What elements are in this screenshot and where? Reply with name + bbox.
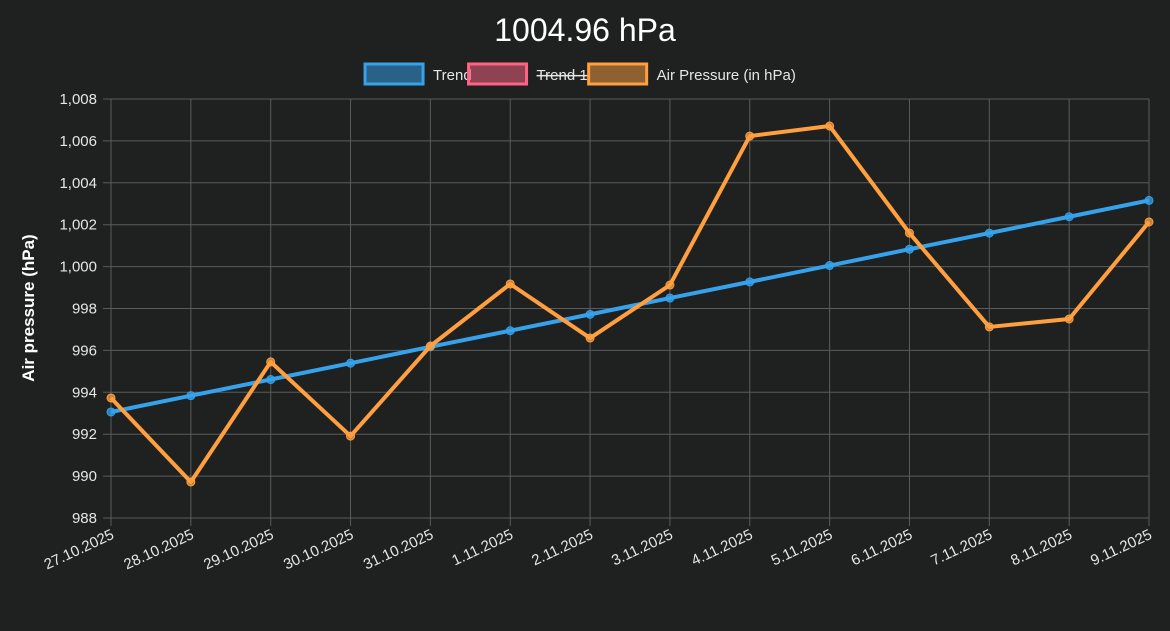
data-point — [984, 228, 994, 238]
legend-label: Trend — [433, 67, 472, 84]
y-tick-label: 1,000 — [59, 259, 97, 276]
legend-label: Trend 1 — [537, 67, 588, 84]
data-point — [904, 228, 914, 238]
y-tick-label: 996 — [72, 342, 97, 359]
x-tick-label: 27.10.2025 — [41, 526, 116, 573]
y-tick-label: 1,006 — [59, 133, 97, 150]
data-point — [585, 309, 595, 319]
chart-title: 1004.96 hPa — [494, 12, 676, 48]
legend-label: Air Pressure (in hPa) — [657, 67, 796, 84]
legend: Trend Trend 1 Air Pressure (in hPa) — [363, 62, 796, 86]
y-axis-label: Air pressure (hPa) — [19, 234, 38, 381]
data-point — [745, 277, 755, 287]
y-tick-label: 988 — [72, 510, 97, 527]
legend-item[interactable]: Air Pressure (in hPa) — [587, 62, 796, 86]
x-tick-label: 30.10.2025 — [281, 526, 356, 573]
y-tick-label: 992 — [72, 426, 97, 443]
data-point — [665, 280, 675, 290]
legend-swatch — [363, 62, 425, 86]
data-point — [825, 121, 835, 131]
data-point — [346, 431, 356, 441]
y-tick-label: 1,004 — [59, 175, 97, 192]
data-point — [585, 333, 595, 343]
data-point — [266, 375, 276, 385]
series — [106, 121, 1154, 487]
x-tick-label: 4.11.2025 — [689, 526, 756, 569]
y-tick-label: 994 — [72, 384, 97, 401]
x-tick-label: 5.11.2025 — [769, 526, 836, 569]
y-tick-label: 998 — [72, 301, 97, 318]
data-point — [346, 358, 356, 368]
x-tick-label: 31.10.2025 — [361, 526, 436, 573]
data-point — [984, 322, 994, 332]
data-point — [1144, 217, 1154, 227]
data-point — [825, 261, 835, 271]
series-trend — [106, 195, 1154, 417]
data-point — [186, 477, 196, 487]
data-point — [1064, 212, 1074, 222]
data-point — [745, 131, 755, 141]
data-point — [1144, 195, 1154, 205]
series-line — [109, 124, 1151, 484]
data-point — [106, 393, 116, 403]
y-axis-ticks: 988 990 992 994 996 998 1,000 1,002 1,004 1,006 1,… — [59, 91, 97, 527]
data-point — [1064, 314, 1074, 324]
x-axis-ticks: 27.10.2025 28.10.2025 29.10.2025 30.10.2025… — [41, 526, 1154, 573]
data-point — [505, 279, 515, 289]
legend-swatch — [587, 62, 649, 86]
x-tick-label: 1.11.2025 — [449, 526, 516, 569]
y-tick-label: 1,008 — [59, 91, 97, 108]
y-tick-label: 1,002 — [59, 217, 97, 234]
legend-item[interactable]: Trend — [363, 62, 472, 86]
series-air-pressure-in-hpa- — [106, 121, 1154, 487]
x-tick-label: 6.11.2025 — [848, 526, 915, 569]
data-point — [186, 391, 196, 401]
data-point — [425, 341, 435, 351]
data-point — [904, 244, 914, 254]
x-tick-label: 29.10.2025 — [201, 526, 276, 573]
legend-swatch — [467, 62, 529, 86]
x-tick-label: 7.11.2025 — [928, 526, 995, 569]
data-point — [665, 293, 675, 303]
x-tick-label: 2.11.2025 — [529, 526, 596, 569]
data-point — [106, 407, 116, 417]
y-tick-label: 990 — [72, 468, 97, 485]
data-point — [266, 357, 276, 367]
data-point — [505, 326, 515, 336]
x-tick-label: 8.11.2025 — [1008, 526, 1075, 569]
x-tick-label: 28.10.2025 — [121, 526, 196, 573]
x-tick-label: 3.11.2025 — [609, 526, 676, 569]
legend-item[interactable]: Trend 1 — [467, 62, 588, 86]
x-tick-label: 9.11.2025 — [1088, 526, 1155, 569]
